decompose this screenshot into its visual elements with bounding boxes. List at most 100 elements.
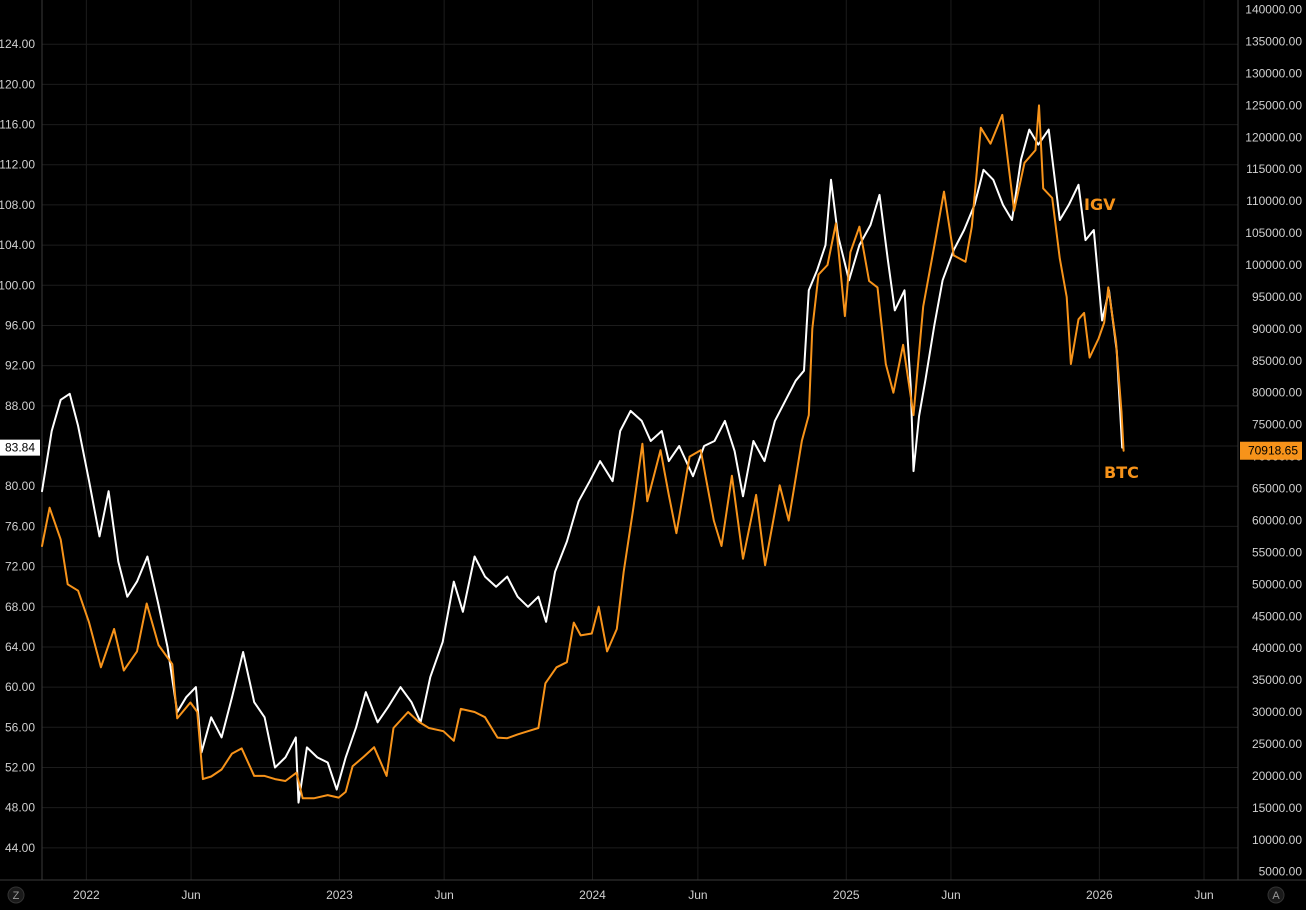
data-point-igv: [1093, 229, 1095, 231]
data-point-igv: [942, 279, 944, 281]
right-price-axis[interactable]: 5000.00 10000.00 15000.00 20000.00 25000.00 3…: [1237, 0, 1302, 880]
data-point-btc: [742, 558, 744, 560]
series-label-btc: BTC: [1104, 463, 1139, 482]
data-point-igv: [69, 393, 71, 395]
data-point-igv: [668, 460, 670, 462]
data-point-btc: [241, 747, 243, 749]
data-point-igv: [185, 696, 187, 698]
data-point-igv: [641, 420, 643, 422]
data-point-btc: [1083, 312, 1085, 314]
data-point-btc: [700, 449, 702, 451]
data-point-btc: [913, 414, 915, 416]
data-point-igv: [734, 450, 736, 452]
data-point-igv: [316, 756, 318, 758]
right-tick-label: 100000.00: [1245, 258, 1302, 272]
data-point-btc: [606, 650, 608, 652]
left-tick-label: 72.00: [5, 560, 35, 574]
data-point-btc: [731, 475, 733, 477]
data-point-btc: [933, 245, 935, 247]
data-point-btc: [902, 344, 904, 346]
data-point-btc: [264, 775, 266, 777]
right-tick-label: 50000.00: [1252, 577, 1302, 591]
right-tick-label: 110000.00: [1246, 194, 1302, 208]
data-point-btc: [189, 702, 191, 704]
data-point-btc: [580, 634, 582, 636]
data-point-igv: [284, 756, 286, 758]
data-point-igv: [1011, 219, 1013, 221]
data-point-btc: [41, 545, 43, 547]
data-point-btc: [1103, 322, 1105, 324]
data-point-btc: [689, 456, 691, 458]
data-point-igv: [377, 721, 379, 723]
data-point-igv: [411, 701, 413, 703]
data-point-btc: [764, 564, 766, 566]
left-tick-label: 88.00: [5, 399, 35, 413]
data-point-btc: [877, 286, 879, 288]
data-point-igv: [327, 762, 329, 764]
data-point-btc: [1078, 318, 1080, 320]
data-point-igv: [231, 696, 233, 698]
data-point-igv: [210, 716, 212, 718]
data-point-igv: [355, 726, 357, 728]
data-point-igv: [963, 229, 965, 231]
data-point-igv: [894, 309, 896, 311]
data-point-btc: [1059, 258, 1061, 260]
left-tick-label: 52.00: [5, 760, 35, 774]
time-axis[interactable]: 2022 Jun 2023 Jun 2024 Jun 2025 Jun 2026 Jun: [0, 879, 1306, 902]
data-point-btc: [386, 775, 388, 777]
auto-scale-button[interactable]: [1267, 886, 1285, 904]
data-point-btc: [484, 716, 486, 718]
data-point-igv: [545, 621, 547, 623]
left-tick-label: 112.00: [0, 158, 35, 172]
data-point-igv: [879, 194, 881, 196]
data-point-igv: [887, 259, 889, 261]
time-tick-label: 2023: [326, 888, 353, 902]
data-point-igv: [825, 244, 827, 246]
right-tick-label: 40000.00: [1252, 641, 1302, 655]
data-point-btc: [1038, 104, 1040, 106]
data-point-btc: [537, 727, 539, 729]
right-tick-label: 75000.00: [1252, 418, 1302, 432]
data-point-igv: [306, 746, 308, 748]
time-tick-label: 2026: [1086, 888, 1113, 902]
data-point-btc: [721, 545, 723, 547]
data-point-btc: [497, 737, 499, 739]
data-point-igv: [117, 561, 119, 563]
data-point-btc: [990, 143, 992, 145]
left-tick-label: 124.00: [0, 37, 35, 51]
left-tick-label: 56.00: [5, 720, 35, 734]
data-point-btc: [171, 663, 173, 665]
data-point-btc: [453, 740, 455, 742]
right-tick-label: 105000.00: [1245, 226, 1302, 240]
left-tick-label: 108.00: [0, 198, 35, 212]
data-point-igv: [41, 490, 43, 492]
data-point-igv: [612, 480, 614, 482]
data-point-btc: [660, 449, 662, 451]
data-point-btc: [527, 730, 529, 732]
data-point-igv: [221, 736, 223, 738]
data-point-igv: [453, 581, 455, 583]
data-point-igv: [752, 440, 754, 442]
igv-last-value-badge: [0, 439, 40, 456]
data-point-igv: [157, 601, 159, 603]
data-point-btc: [352, 765, 354, 767]
series-lines: [41, 104, 1125, 804]
data-point-igv: [1085, 239, 1087, 241]
zoom-reset-button[interactable]: [7, 886, 25, 904]
data-point-btc: [345, 791, 347, 793]
right-tick-label: 120000.00: [1245, 130, 1302, 144]
data-point-igv: [918, 415, 920, 417]
data-point-btc: [176, 717, 178, 719]
time-tick-label: 2024: [579, 888, 606, 902]
right-tick-label: 20000.00: [1252, 769, 1302, 783]
data-point-igv: [589, 480, 591, 482]
data-point-igv: [462, 611, 464, 613]
left-price-axis[interactable]: 44.00 48.00 52.00 56.00 60.00 64.00 68.00 72.00…: [0, 0, 43, 880]
left-tick-label: 100.00: [0, 278, 35, 292]
right-tick-label: 60000.00: [1252, 513, 1302, 527]
igv-last-value-text: 83.84: [5, 441, 35, 455]
data-point-btc: [885, 363, 887, 365]
